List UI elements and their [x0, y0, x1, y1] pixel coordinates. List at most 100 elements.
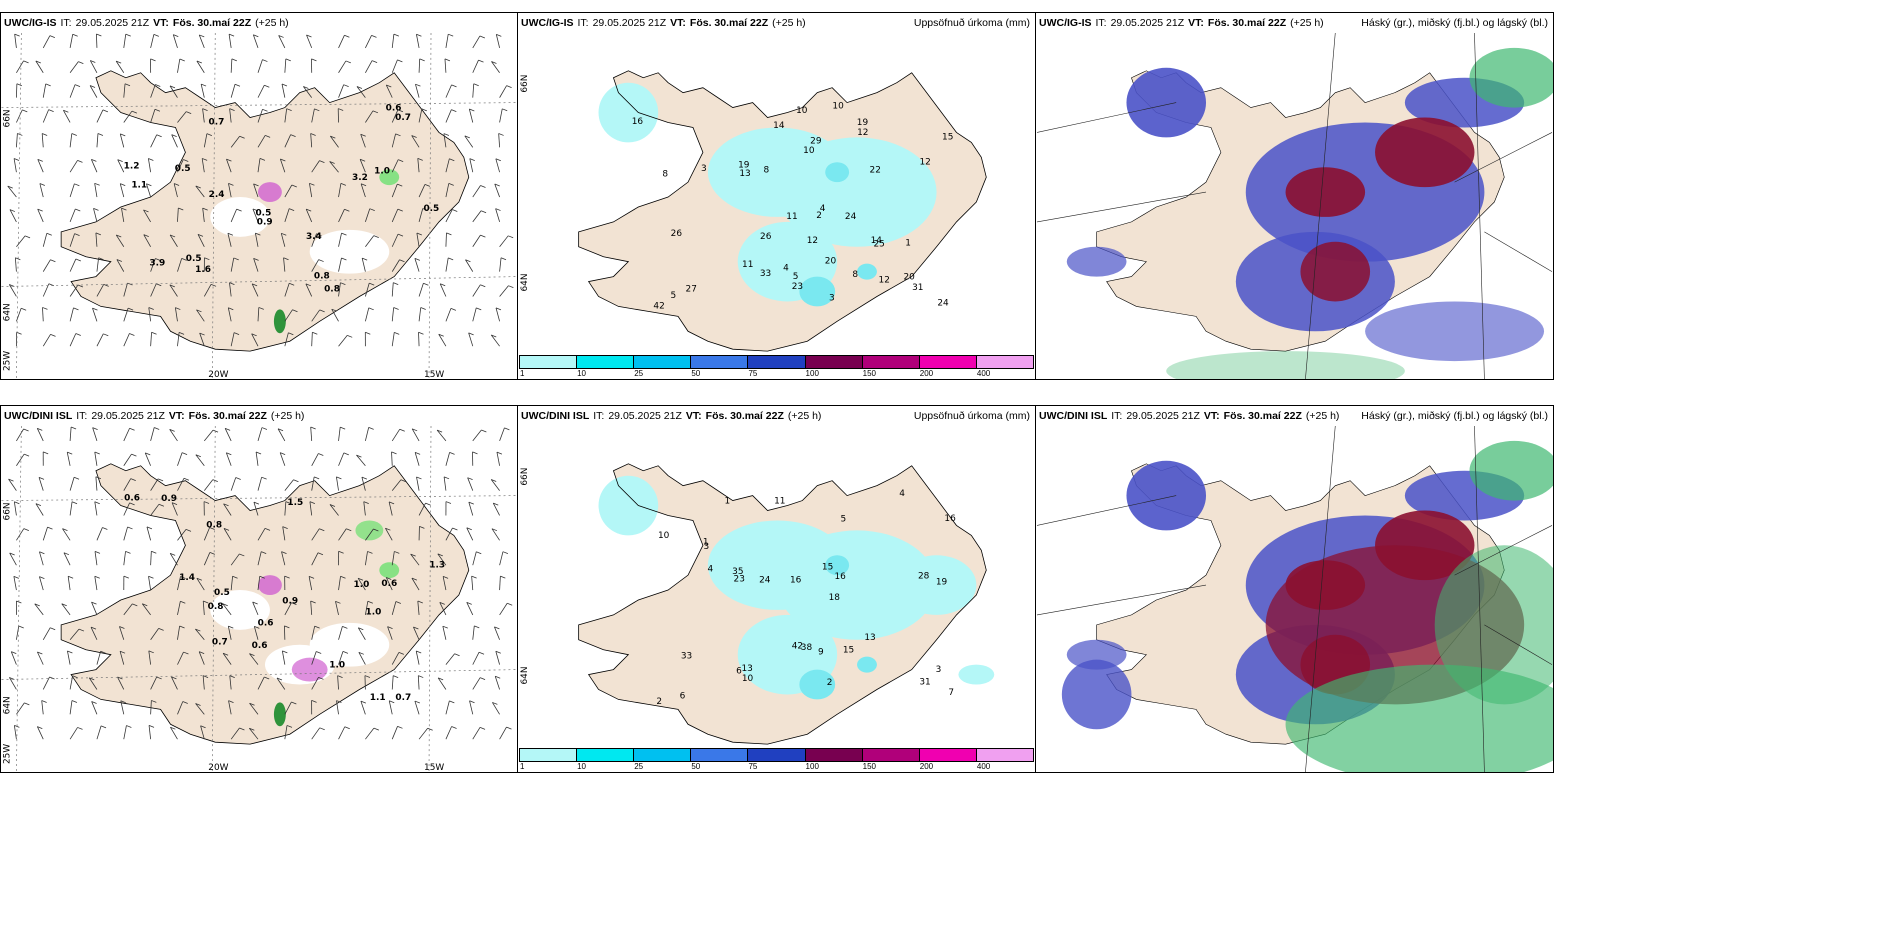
wind-barb [391, 428, 405, 442]
wind-barb [249, 727, 259, 740]
value-label: 1 [905, 238, 911, 248]
wind-barb [117, 159, 125, 173]
value-label: 8 [662, 170, 668, 180]
value-label: 2 [656, 697, 662, 707]
wind-barb [418, 526, 425, 541]
wind-barb [92, 427, 98, 442]
wind-barb [42, 109, 54, 123]
precip-highlight [258, 575, 282, 596]
wind-barb [499, 108, 508, 123]
wind-barb [310, 600, 316, 615]
value-label: 8 [763, 166, 769, 176]
value-label: 4 [899, 489, 905, 499]
wind-barb [499, 285, 514, 297]
wind-barb [311, 259, 324, 272]
wind-barb [66, 451, 73, 466]
value-label: 0.5 [175, 164, 191, 174]
wind-barb [123, 575, 129, 591]
value-label: 14 [773, 121, 785, 131]
wind-barb [442, 625, 448, 640]
wind-barb [309, 182, 315, 198]
wind-barb [329, 504, 339, 516]
wind-barb [416, 33, 422, 48]
value-label: 42 [792, 642, 803, 652]
wind-barb [391, 601, 401, 616]
colorbar-tick-label: 50 [691, 762, 701, 771]
wind-barb [356, 454, 366, 467]
wind-barb [357, 577, 366, 591]
glacier-area [210, 590, 270, 630]
wind-barb [171, 134, 178, 148]
wind-barb [468, 108, 475, 123]
value-label: 31 [912, 283, 923, 293]
wind-barb [338, 208, 350, 223]
wind-barb [338, 452, 349, 466]
wind-barb [226, 158, 232, 173]
precip-map: 2314131618162438151923139610152833423531… [520, 463, 995, 745]
wind-barb [39, 183, 45, 198]
mid-cloud [1285, 167, 1366, 217]
wind-barb [177, 625, 185, 640]
low-cloud [1126, 67, 1207, 138]
wind-barb [338, 726, 350, 740]
value-label: 1.6 [195, 265, 211, 275]
value-label: 13 [864, 633, 875, 643]
wind-barb [150, 700, 157, 715]
wind-barb [445, 653, 460, 665]
wind-barb [310, 133, 316, 148]
wind-barb [91, 701, 98, 715]
wind-barb [177, 528, 192, 541]
value-label: 0.9 [282, 596, 298, 606]
panel-header: UWC/DINI ISL IT: 29.05.2025 21Z VT: Fös. 30.… [518, 406, 1035, 426]
wind-barb [16, 83, 22, 98]
value-label: 10 [796, 106, 808, 116]
wind-barb [117, 676, 125, 690]
wind-barb [222, 652, 232, 665]
wind-barb [472, 677, 486, 690]
wind-barb [472, 651, 485, 665]
wind-barb [42, 307, 48, 322]
value-label: 0.6 [386, 104, 402, 114]
panel-precip-igis: UWC/IG-IS IT: 29.05.2025 21Z VT: Fös. 30.maí… [517, 12, 1036, 380]
wind-barb [490, 479, 500, 491]
header-it: 29.05.2025 21Z [91, 410, 165, 422]
wind-barb [67, 650, 73, 665]
value-label: 3.4 [306, 232, 322, 242]
value-label: 24 [759, 576, 771, 586]
value-label: 23 [734, 575, 745, 585]
wind-barb [465, 259, 474, 272]
wind-barb [415, 650, 422, 665]
wind-barb [227, 307, 234, 322]
wind-barb [468, 501, 474, 516]
colorbar-segment [691, 749, 749, 761]
value-label: 20 [825, 256, 837, 266]
axis-label: 64N [520, 666, 530, 684]
value-label: 0.9 [257, 218, 273, 228]
wind-barb [69, 307, 79, 322]
wind-barb [472, 59, 484, 73]
header-vt-label: VT: [153, 17, 169, 29]
wind-barb [495, 34, 502, 49]
wind-barb [284, 208, 295, 223]
value-label: 35 [732, 567, 743, 577]
value-label: 27 [686, 285, 697, 295]
wind-barb [255, 451, 262, 466]
wind-barb [252, 208, 259, 223]
wind-barb [225, 452, 232, 466]
header-vt: Fös. 30.maí 22Z [1223, 410, 1302, 422]
wind-barb [95, 476, 102, 491]
wind-barb [37, 159, 44, 173]
value-label: 31 [919, 678, 930, 688]
value-label: 3 [829, 293, 835, 303]
wind-barb [257, 84, 270, 98]
value-label: 16 [790, 576, 802, 586]
wind-barb [123, 307, 134, 322]
wind-barb [469, 158, 475, 173]
wind-barb [94, 182, 100, 198]
wind-barb [202, 675, 209, 690]
wind-barb [88, 677, 98, 690]
wind-barb [69, 160, 83, 173]
wind-barb [365, 110, 379, 123]
precip-highlight [355, 520, 384, 541]
axis-label: 25W [2, 744, 12, 764]
